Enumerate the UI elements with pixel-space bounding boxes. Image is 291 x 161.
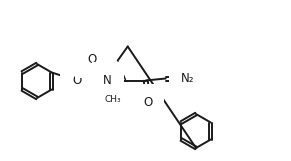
Text: N₂: N₂	[181, 72, 194, 85]
Text: CH₃: CH₃	[104, 95, 121, 104]
Polygon shape	[118, 61, 126, 81]
Text: O: O	[72, 74, 81, 87]
Text: O: O	[143, 96, 152, 109]
Text: N: N	[103, 74, 112, 87]
Text: O: O	[87, 53, 96, 66]
